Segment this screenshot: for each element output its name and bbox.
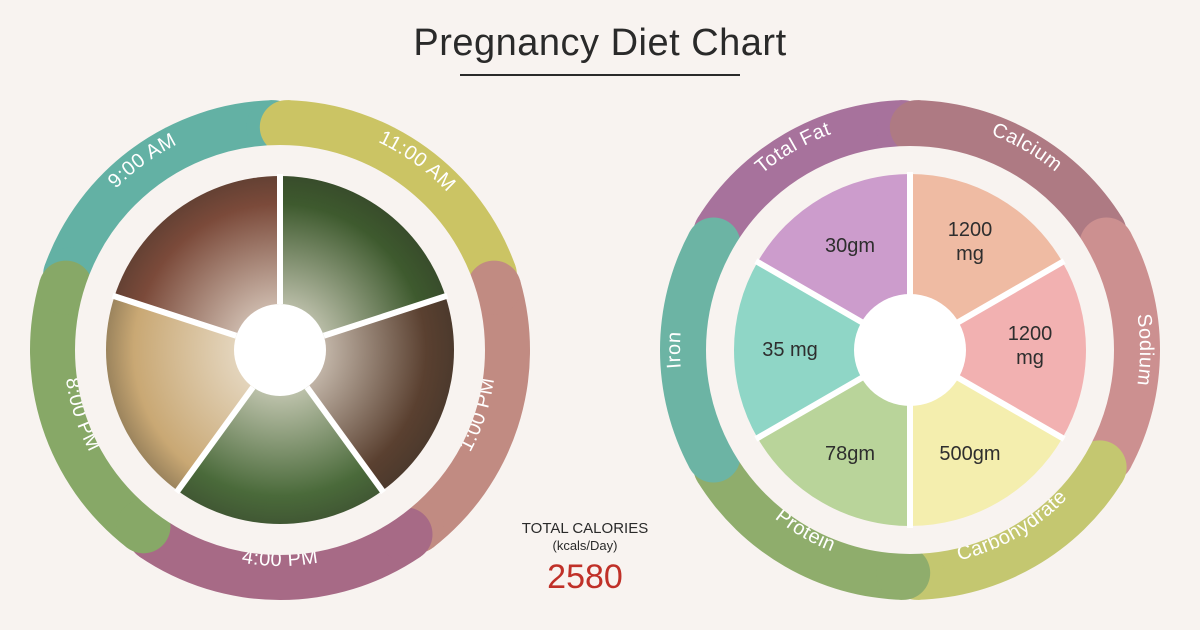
nutrient-label: Iron [663,331,686,370]
nutrient-label: Sodium [1132,313,1157,388]
nutrient-value: 78gm [825,443,875,465]
nutrient-value-unit: mg [1016,347,1044,369]
total-calories-label: TOTAL CALORIES [500,520,670,538]
meal-time-wheel: 9:00 AM11:00 AM1:00 PM4:00 PM8:00 PM [30,100,530,600]
nutrient-wheel: Total FatCalciumSodiumCarbohydrateProtei… [660,100,1160,600]
page-title: Pregnancy Diet Chart [0,22,1200,65]
nutrient-value-unit: mg [956,243,984,265]
nutrient-value: 30gm [825,235,875,257]
nutrient-value: 1200 [948,219,993,241]
total-calories-sublabel: (kcals/Day) [500,538,670,554]
nutrient-value: 1200 [1008,323,1053,345]
total-calories-value: 2580 [500,558,670,597]
nutrient-value: 500gm [939,443,1000,465]
title-underline [460,74,740,76]
total-calories: TOTAL CALORIES (kcals/Day) 2580 [500,520,670,597]
nutrient-value: 35 mg [762,339,818,361]
